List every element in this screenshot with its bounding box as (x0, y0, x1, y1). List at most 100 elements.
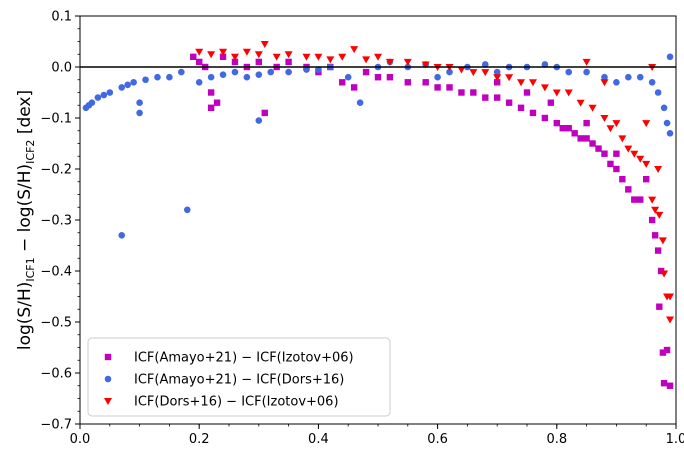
point-series-1 (523, 89, 531, 96)
point-series-3 (630, 150, 639, 158)
point-series-2 (303, 66, 310, 73)
point-series-2 (183, 206, 191, 214)
point-series-3 (564, 89, 573, 97)
point-series-1 (651, 232, 659, 239)
point-series-1 (207, 89, 215, 96)
point-series-3 (374, 53, 382, 61)
point-series-1 (643, 176, 650, 183)
point-series-2 (118, 84, 126, 91)
point-series-2 (648, 79, 656, 86)
x-tick-label: 0.0 (70, 432, 91, 447)
point-series-3 (606, 125, 615, 133)
point-series-2 (583, 68, 590, 76)
point-series-3 (582, 58, 591, 66)
point-series-2 (255, 71, 263, 78)
point-series-3 (655, 211, 664, 219)
point-series-2 (625, 73, 632, 81)
point-series-3 (469, 69, 478, 77)
point-series-3 (517, 79, 526, 87)
y-label-minus: − log(S/H) (15, 164, 35, 258)
point-series-2 (243, 73, 251, 81)
legend-label-1: ICF(Amayo+21) − ICF(Izotov+06) (134, 351, 354, 366)
point-series-1 (196, 58, 203, 66)
point-series-3 (230, 53, 239, 61)
point-series-3 (600, 115, 609, 122)
point-series-2 (154, 73, 161, 81)
y-tick-label: −0.7 (40, 418, 72, 433)
point-series-3 (421, 61, 430, 69)
point-series-1 (654, 247, 662, 254)
point-series-2 (136, 109, 143, 117)
point-series-3 (576, 99, 585, 107)
point-series-1 (470, 89, 477, 96)
point-series-3 (302, 53, 311, 61)
point-series-3 (242, 48, 251, 56)
point-series-1 (517, 104, 525, 111)
point-series-1 (565, 125, 572, 132)
point-series-1 (255, 58, 262, 66)
point-series-3 (600, 79, 609, 87)
point-series-3 (612, 120, 621, 128)
y-tick-label: −0.6 (40, 367, 72, 382)
point-series-1 (625, 186, 632, 193)
point-series-3 (403, 58, 412, 66)
y-tick-label: −0.2 (40, 163, 72, 178)
y-tick-label: −0.3 (40, 214, 72, 229)
point-series-2 (663, 119, 671, 127)
point-series-2 (541, 61, 549, 68)
point-series-3 (338, 53, 347, 61)
point-series-1 (656, 303, 663, 310)
legend-marker-1 (104, 353, 112, 361)
point-series-3 (651, 206, 660, 214)
point-series-1 (577, 135, 584, 142)
point-series-1 (190, 53, 197, 60)
point-series-2 (613, 79, 620, 86)
point-series-3 (254, 51, 263, 59)
y-tick-label: −0.1 (40, 112, 72, 127)
point-series-3 (493, 74, 502, 82)
point-series-3 (636, 155, 645, 163)
point-series-3 (195, 48, 204, 56)
x-tick-label: 0.4 (308, 432, 329, 447)
point-series-1 (529, 109, 537, 117)
point-series-1 (434, 84, 441, 91)
x-tick-label: 0.2 (189, 432, 210, 447)
point-series-1 (559, 125, 566, 132)
point-series-2 (136, 99, 143, 106)
point-series-1 (362, 68, 370, 76)
point-series-2 (178, 68, 185, 76)
point-series-1 (231, 58, 239, 66)
x-tick-label: 0.6 (427, 432, 448, 447)
y-label-sub1: ICF1 (24, 257, 37, 281)
point-series-1 (219, 53, 227, 60)
point-series-2 (493, 68, 501, 76)
point-series-1 (386, 74, 394, 81)
point-series-3 (362, 56, 371, 64)
point-series-1 (458, 89, 465, 96)
legend: ICF(Amayo+21) − ICF(Izotov+06) ICF(Amayo+… (87, 337, 391, 417)
x-axis: 0.0 0.2 0.4 0.6 0.8 1.0 (70, 424, 684, 447)
point-series-3 (207, 51, 216, 59)
point-series-1 (285, 58, 292, 66)
point-series-2 (207, 73, 215, 81)
point-series-2 (565, 68, 573, 76)
point-series-1 (404, 79, 411, 86)
point-series-3 (260, 41, 269, 49)
point-series-2 (106, 89, 114, 96)
point-series-2 (94, 94, 102, 101)
legend-marker-3 (104, 398, 112, 405)
y-tick-label: 0.0 (51, 61, 72, 76)
point-series-2 (636, 73, 644, 81)
point-series-3 (350, 46, 359, 54)
point-series-1 (547, 99, 555, 106)
point-series-1 (350, 84, 358, 91)
y-label-suffix: [dex] (15, 90, 35, 140)
point-series-1 (595, 145, 602, 152)
y-axis: 0.1 0.0 −0.1 −0.2 −0.3 −0.4 −0.5 −0.6 −0.7 (40, 10, 80, 433)
point-series-2 (166, 73, 173, 81)
point-series-3 (666, 293, 675, 301)
y-tick-label: −0.5 (40, 316, 72, 331)
point-series-3 (481, 69, 490, 77)
point-series-1 (631, 196, 638, 203)
